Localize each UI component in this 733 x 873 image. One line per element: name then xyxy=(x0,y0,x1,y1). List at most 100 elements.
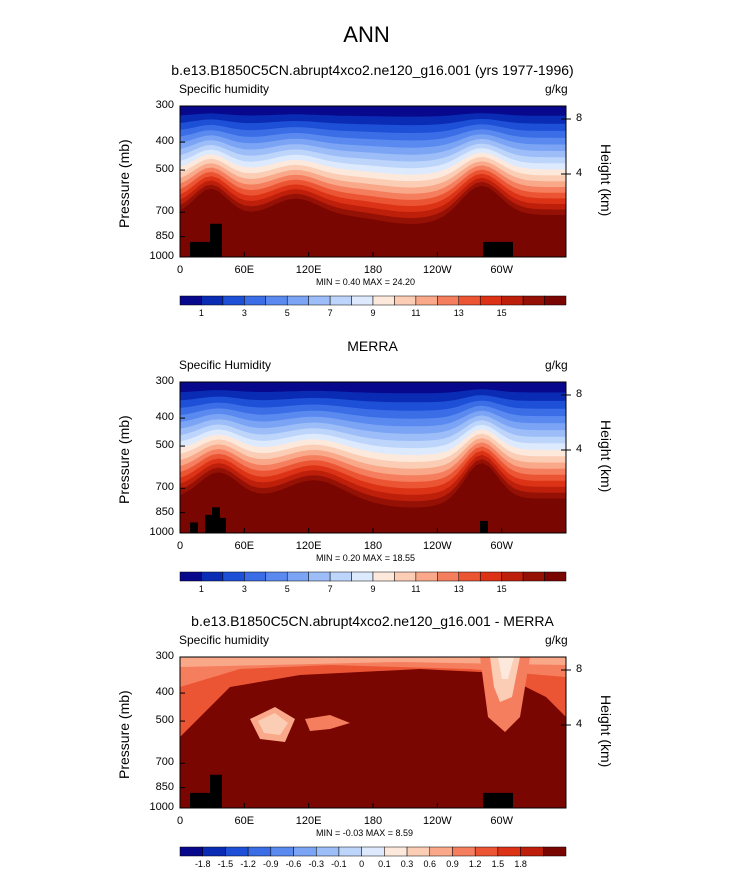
contour-band xyxy=(180,657,566,737)
y-axis-right-label: Height (km) xyxy=(598,420,614,493)
colorbar-swatch xyxy=(201,295,224,306)
contour-band xyxy=(305,715,350,731)
colorbar-label: 0.9 xyxy=(446,859,459,869)
colorbar-swatch xyxy=(338,846,362,857)
colorbar-label: -0.9 xyxy=(263,859,279,869)
x-tick-label: 60E xyxy=(234,540,255,552)
contour-field xyxy=(180,106,566,257)
colorbar-label: 9 xyxy=(370,584,376,594)
height-tick-label: 8 xyxy=(576,388,583,400)
colorbar-label: 1.5 xyxy=(491,859,505,869)
colorbar-swatch xyxy=(222,295,245,306)
colorbar-swatch xyxy=(479,295,502,306)
colorbar-swatch xyxy=(522,571,545,582)
colorbar-label: 3 xyxy=(241,584,247,594)
x-tick-label: 60W xyxy=(490,540,513,552)
x-tick-label: 120W xyxy=(422,815,452,827)
x-tick-label: 180 xyxy=(363,264,383,276)
colorbar-swatch xyxy=(544,571,567,582)
y-tick-label: 300 xyxy=(155,375,174,387)
variable-label: Specific Humidity xyxy=(179,358,272,372)
colorbar-swatch xyxy=(247,846,272,857)
y-tick-label: 400 xyxy=(155,135,174,148)
variable-label: Specific humidity xyxy=(179,82,270,96)
panel-title: b.e13.B1850C5CN.abrupt4xco2.ne120_g16.00… xyxy=(191,613,554,629)
colorbar-swatch xyxy=(244,295,267,306)
colorbar-swatch xyxy=(394,571,417,582)
colorbar-swatch xyxy=(544,295,567,306)
colorbar-swatch xyxy=(522,295,545,306)
colorbar-swatch xyxy=(315,846,340,857)
colorbar-swatch xyxy=(361,846,385,857)
colorbar-swatch xyxy=(520,846,544,857)
colorbar-swatch xyxy=(458,571,481,582)
x-tick-label: 60E xyxy=(234,264,255,276)
topography-block xyxy=(190,522,198,533)
units-label: g/kg xyxy=(545,633,568,647)
colorbar-label: 1 xyxy=(198,584,204,594)
colorbar-swatch xyxy=(329,295,352,306)
colorbar-swatch xyxy=(202,846,226,857)
y-tick-label: 700 xyxy=(155,756,174,769)
topography-block xyxy=(210,774,222,808)
main-title: ANN xyxy=(343,22,390,47)
x-tick-label: 120W xyxy=(422,540,452,552)
height-tick-label: 4 xyxy=(576,167,583,179)
y-tick-label: 500 xyxy=(155,714,174,727)
y-tick-label: 300 xyxy=(155,650,174,662)
topography-block xyxy=(480,520,488,533)
panel-1 xyxy=(179,105,571,306)
colorbar-label: 15 xyxy=(496,308,507,318)
colorbar-swatch xyxy=(351,571,374,582)
colorbar-label: 1 xyxy=(198,308,204,318)
colorbar-label: 1.2 xyxy=(468,859,482,869)
y-tick-label: 500 xyxy=(155,439,174,452)
colorbar-swatch xyxy=(458,295,481,306)
y-axis-right-label: Height (km) xyxy=(598,144,614,217)
colorbar-label: 0.3 xyxy=(400,859,414,869)
topography-block xyxy=(190,792,212,808)
height-tick-label: 8 xyxy=(576,112,583,124)
colorbar-swatch xyxy=(265,295,288,306)
colorbar-swatch xyxy=(201,571,224,582)
topography xyxy=(190,774,513,808)
colorbar-swatch xyxy=(351,295,374,306)
colorbar-label: 0.6 xyxy=(423,859,436,869)
x-tick-label: 180 xyxy=(363,815,383,827)
colorbar-swatch xyxy=(474,846,499,857)
colorbar-swatch xyxy=(293,846,317,857)
colorbar xyxy=(179,295,567,306)
panel-title: MERRA xyxy=(347,338,398,354)
y-tick-label: 700 xyxy=(155,205,174,218)
colorbar-label: 0.1 xyxy=(378,859,391,869)
units-label: g/kg xyxy=(545,82,568,96)
colorbar-label: 3 xyxy=(241,308,247,318)
min-max-stats: MIN = -0.03 MAX = 8.59 xyxy=(316,828,414,838)
topography-block xyxy=(210,223,222,257)
colorbar-swatch xyxy=(270,846,294,857)
y-tick-label: 1000 xyxy=(149,801,174,813)
contour-field xyxy=(180,382,566,533)
x-tick-label: 0 xyxy=(176,264,184,276)
colorbar-swatch xyxy=(437,571,460,582)
y-tick-label: 700 xyxy=(155,481,174,494)
contour-band xyxy=(180,657,566,667)
colorbar-swatch xyxy=(501,571,524,582)
panel-3 xyxy=(179,656,571,857)
colorbar-swatch xyxy=(179,846,203,857)
topography-block xyxy=(205,514,213,533)
contour-band xyxy=(180,106,566,117)
colorbar-label: 9 xyxy=(370,308,376,318)
y-axis-label: Pressure (mb) xyxy=(116,690,132,779)
colorbar-swatch xyxy=(179,295,202,306)
contour-band xyxy=(258,713,288,735)
colorbar-label: 7 xyxy=(327,584,333,594)
height-tick-label: 8 xyxy=(576,663,583,675)
colorbar-label: 13 xyxy=(453,584,464,594)
colorbar xyxy=(179,846,567,857)
y-axis-label: Pressure (mb) xyxy=(116,415,132,504)
colorbar-swatch xyxy=(415,571,438,582)
colorbar-swatch xyxy=(429,846,453,857)
y-tick-label: 850 xyxy=(155,229,174,242)
